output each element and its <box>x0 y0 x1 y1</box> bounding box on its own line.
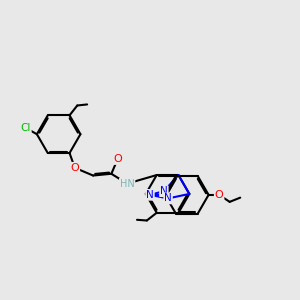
Text: Cl: Cl <box>20 123 31 133</box>
Text: O: O <box>215 190 224 200</box>
Text: N: N <box>146 190 154 200</box>
Text: O: O <box>70 163 79 173</box>
Text: N: N <box>160 186 168 196</box>
Text: HN: HN <box>120 178 134 189</box>
Text: O: O <box>113 154 122 164</box>
Text: N: N <box>164 194 172 203</box>
